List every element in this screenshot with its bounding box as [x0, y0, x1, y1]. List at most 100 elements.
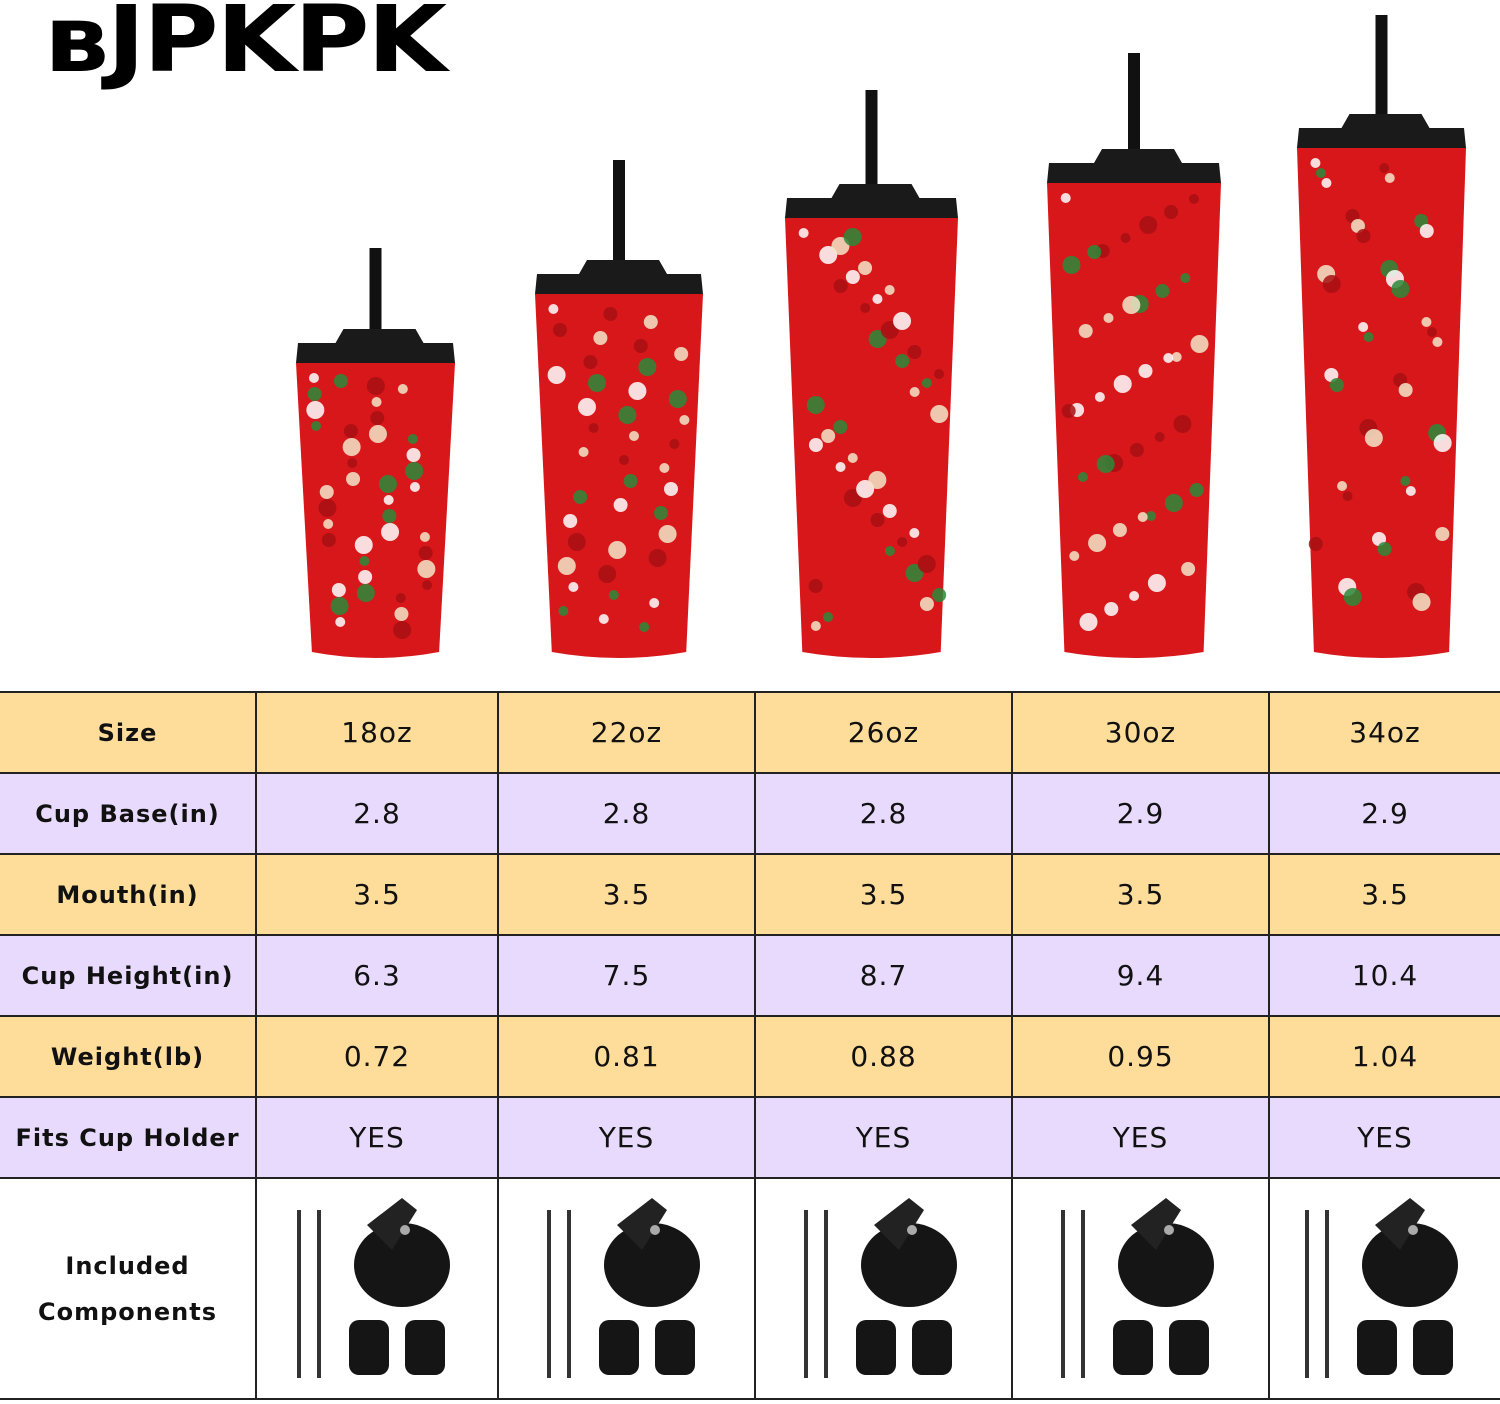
sticker-pattern: [568, 582, 579, 592]
sticker-pattern: [1400, 476, 1411, 486]
value-cell: 2.9: [1268, 772, 1500, 855]
sticker-pattern: [598, 565, 617, 583]
sticker-pattern: [1189, 483, 1204, 497]
components-cell: [754, 1177, 1013, 1400]
value-cell: 3.5: [497, 853, 756, 936]
components-illustration: [297, 1198, 450, 1378]
tumbler-lineup: [296, 15, 1466, 658]
components-illustration: [1060, 1198, 1214, 1378]
sticker-pattern: [872, 294, 883, 304]
sticker-pattern: [406, 448, 421, 462]
sticker-pattern: [588, 423, 599, 433]
sticker-pattern: [664, 482, 678, 496]
sticker-pattern: [1181, 562, 1196, 576]
straw-plug-icon: [1112, 1320, 1153, 1375]
lid-icon: [354, 1198, 450, 1307]
straw-icon: [1305, 1210, 1309, 1378]
sticker-pattern: [347, 458, 358, 468]
sticker-pattern: [1337, 481, 1348, 491]
straw-plug-icon: [1168, 1320, 1209, 1375]
value-cell: 3.5: [1268, 853, 1500, 936]
value-cell: YES: [754, 1096, 1013, 1179]
size-cell: 22oz: [497, 691, 756, 774]
sticker-pattern: [893, 312, 912, 330]
sticker-pattern: [1363, 332, 1374, 342]
sticker-pattern: [318, 499, 337, 517]
sticker-pattern: [623, 474, 638, 488]
sticker-pattern: [371, 397, 382, 407]
sticker-pattern: [383, 495, 394, 505]
sticker-pattern: [378, 475, 397, 493]
sticker-pattern: [417, 560, 436, 578]
value-cell: 0.95: [1011, 1015, 1270, 1098]
row-label: Included Components: [0, 1177, 257, 1400]
sticker-pattern: [1129, 443, 1144, 457]
sticker-pattern: [346, 472, 361, 486]
sticker-pattern: [921, 378, 932, 388]
sticker-pattern: [806, 396, 825, 414]
row-label: Cup Base(in): [0, 772, 257, 855]
sticker-pattern: [1154, 432, 1165, 442]
sticker-pattern: [319, 485, 334, 499]
sticker-pattern: [1188, 194, 1199, 204]
sticker-pattern: [845, 270, 860, 284]
tumbler-body: [785, 218, 958, 658]
sticker-pattern: [1088, 534, 1107, 552]
sticker-pattern: [567, 533, 586, 551]
straw-plug-icon: [1413, 1320, 1453, 1375]
sticker-pattern: [1379, 163, 1390, 173]
sticker-pattern: [1308, 537, 1323, 551]
sticker-pattern: [573, 490, 588, 504]
sticker-pattern: [1146, 511, 1157, 521]
size-cell: 26oz: [754, 691, 1013, 774]
value-cell: 2.8: [497, 772, 756, 855]
sticker-pattern: [548, 304, 559, 314]
sticker-pattern: [308, 373, 319, 383]
components-illustration: [546, 1198, 700, 1378]
lid-icon: [1117, 1198, 1214, 1307]
value-cell: 2.9: [1011, 772, 1270, 855]
tumbler-3: [1047, 53, 1221, 658]
straw-plug-icon: [349, 1320, 389, 1375]
sticker-pattern: [808, 579, 823, 593]
table-row: Cup Base(in) 2.8 2.8 2.8 2.9 2.9: [0, 772, 1500, 855]
sticker-pattern: [323, 519, 334, 529]
sticker-pattern: [1061, 404, 1076, 418]
sticker-pattern: [1421, 317, 1432, 327]
sticker-pattern: [1315, 168, 1326, 178]
sticker-pattern: [1435, 527, 1450, 541]
lid-icon: [1362, 1198, 1458, 1307]
sticker-pattern: [342, 438, 361, 456]
size-comparison-table: Size 18oz 22oz 26oz 30oz 34oz Cup Base(i…: [0, 691, 1500, 1400]
sticker-pattern: [932, 588, 947, 602]
sticker-pattern: [405, 462, 424, 480]
sticker-pattern: [366, 377, 385, 395]
sticker-pattern: [847, 453, 858, 463]
sticker-pattern: [330, 597, 349, 615]
value-cell: 3.5: [1011, 853, 1270, 936]
tumbler-0: [296, 248, 455, 658]
sticker-pattern: [833, 420, 848, 434]
straw: [865, 90, 878, 202]
sticker-pattern: [833, 279, 848, 293]
straw-plug-icon: [855, 1320, 896, 1375]
sticker-pattern: [628, 382, 647, 400]
sticker-pattern: [1419, 224, 1434, 238]
sticker-pattern: [1180, 273, 1191, 283]
sticker-pattern: [588, 374, 606, 392]
components-illustration: [1305, 1198, 1458, 1378]
sticker-pattern: [1356, 229, 1371, 243]
sticker-pattern: [884, 546, 895, 556]
sticker-pattern: [1412, 593, 1431, 611]
components-cell: [497, 1177, 756, 1400]
lid-icon: [603, 1198, 700, 1307]
tumbler-body: [1297, 148, 1466, 658]
components-cell: [1268, 1177, 1500, 1400]
table-header-row: Size 18oz 22oz 26oz 30oz 34oz: [0, 691, 1500, 774]
straw-icon: [1060, 1210, 1065, 1378]
sticker-pattern: [394, 607, 409, 621]
value-cell: 3.5: [754, 853, 1013, 936]
sticker-pattern: [1103, 313, 1114, 323]
sticker-pattern: [868, 471, 887, 489]
sticker-pattern: [370, 411, 385, 425]
